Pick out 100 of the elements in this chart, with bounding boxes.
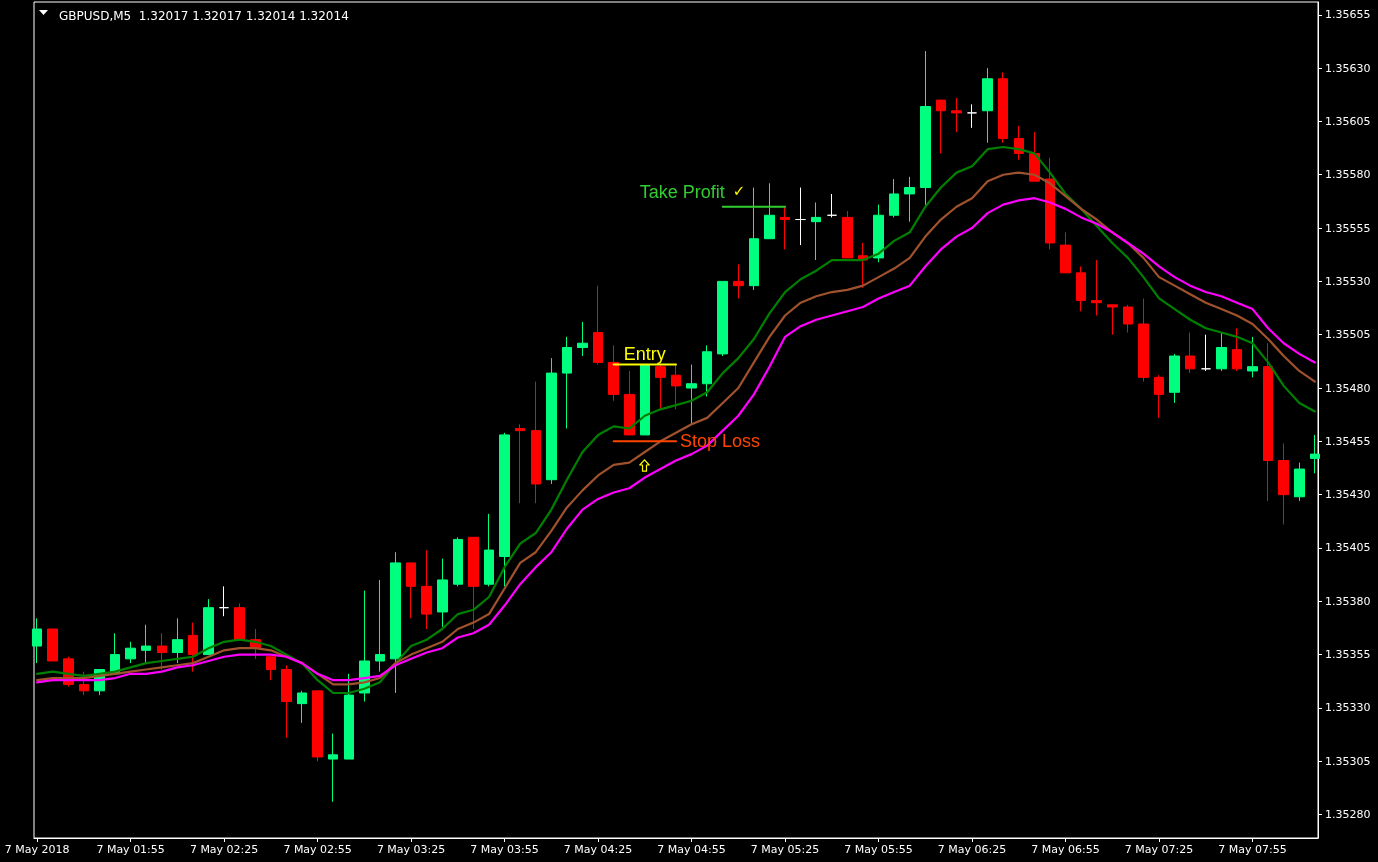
candlestick	[951, 97, 962, 133]
candlestick	[1216, 332, 1227, 372]
candlestick	[811, 201, 821, 261]
y-tick-label: 1.35530	[1325, 274, 1371, 288]
candlestick	[1138, 297, 1149, 383]
candlestick	[468, 536, 479, 630]
candlestick	[203, 598, 214, 656]
y-tick-label: 1.35305	[1325, 754, 1371, 768]
candlestick	[717, 280, 728, 357]
candlestick	[655, 364, 666, 410]
x-tick-label: 7 May 01:55	[96, 843, 165, 856]
candlestick	[608, 344, 619, 402]
candlestick	[827, 193, 837, 218]
candlestick	[593, 285, 603, 366]
candlestick	[390, 551, 401, 694]
y-tick-label: 1.35405	[1325, 541, 1371, 555]
candlestick	[686, 364, 697, 425]
candlestick	[546, 357, 557, 485]
candlestick	[266, 654, 276, 681]
candlestick	[328, 733, 338, 803]
x-tick-label: 7 May 03:25	[376, 843, 446, 856]
candlestick	[920, 50, 931, 208]
candlestick	[297, 690, 307, 724]
candlestick	[453, 536, 463, 587]
y-tick-label: 1.35480	[1325, 381, 1371, 395]
text: GBPUSD,M5 1.32017 1.32017 1.32014 1.32014	[59, 9, 349, 23]
candlestick	[406, 562, 416, 619]
candlestick	[702, 344, 712, 398]
series-label: Entry	[623, 343, 666, 364]
annotation: ✓	[732, 182, 746, 201]
candlestick	[531, 381, 541, 504]
y-tick-label: 1.35605	[1325, 114, 1371, 128]
candlestick	[1154, 374, 1164, 419]
candlestick	[967, 103, 977, 129]
candlestick	[936, 99, 946, 154]
candlestick	[437, 558, 448, 628]
candlestick	[375, 579, 385, 673]
candlestick	[764, 182, 775, 240]
candlestick	[1169, 353, 1180, 404]
candlestick	[577, 321, 588, 357]
y-tick-label: 1.35455	[1325, 434, 1371, 448]
candlestick	[1278, 442, 1289, 525]
candlestick	[421, 549, 432, 630]
y-tick-label: 1.35355	[1325, 648, 1371, 662]
y-tick-label: 1.35430	[1325, 488, 1371, 502]
y-tick-label: 1.35330	[1325, 701, 1371, 715]
y-tick-label: 1.35555	[1325, 221, 1371, 235]
x-tick-label: 7 May 05:25	[750, 843, 820, 856]
y-tick-label: 1.35630	[1325, 61, 1371, 75]
candlestick	[889, 178, 899, 218]
candlestick	[484, 513, 494, 587]
candlestick	[47, 628, 58, 662]
candlestick	[32, 617, 42, 664]
candlestick	[188, 622, 198, 673]
candlestick	[1060, 231, 1071, 274]
candlestick	[172, 617, 183, 664]
x-tick-label: 7 May 2018	[4, 843, 70, 856]
candlestick	[998, 71, 1008, 144]
x-tick-label: 7 May 04:55	[657, 843, 726, 856]
candlestick	[842, 210, 853, 259]
candlestick	[795, 187, 806, 246]
candlestick	[312, 690, 323, 762]
candlestick	[1123, 304, 1133, 334]
x-tick-label: 7 May 02:25	[189, 843, 259, 856]
candlestick	[1045, 157, 1055, 250]
candlestick	[219, 585, 229, 617]
candlestick	[1294, 462, 1305, 502]
candlestick	[141, 624, 151, 664]
y-tick-label: 1.35505	[1325, 328, 1371, 342]
series-label: Take Profit	[639, 181, 725, 202]
candlestick	[562, 336, 572, 430]
candlestick	[904, 176, 915, 223]
candlestick	[1091, 259, 1102, 316]
candlestick	[1107, 304, 1118, 336]
candlestick	[125, 641, 136, 664]
y-tick-label: 1.35580	[1325, 168, 1371, 182]
candlestick	[640, 364, 650, 436]
candlestick	[1232, 327, 1242, 372]
y-tick-label: 1.35655	[1325, 8, 1371, 22]
candlestick	[1201, 334, 1211, 372]
candlestick	[749, 187, 759, 291]
candlestick	[499, 432, 510, 587]
x-tick-label: 7 May 07:25	[1124, 843, 1194, 856]
x-tick-label: 7 May 07:55	[1218, 843, 1287, 856]
candlestick	[873, 204, 884, 263]
x-tick-label: 7 May 04:25	[563, 843, 633, 856]
candlestick	[281, 664, 292, 739]
candlestick	[780, 206, 790, 250]
candlestick	[1076, 265, 1086, 312]
candlestick	[79, 671, 89, 696]
candlestick	[344, 673, 354, 760]
candlestick	[1263, 342, 1273, 502]
y-tick-label: 1.35380	[1325, 594, 1371, 608]
candlestick	[157, 632, 167, 671]
candlestick	[982, 67, 993, 144]
x-tick-label: 7 May 06:25	[937, 843, 1007, 856]
candlestick	[1185, 332, 1195, 374]
x-tick-label: 7 May 02:55	[283, 843, 352, 856]
candlestick	[624, 370, 635, 436]
candlestick	[1247, 336, 1258, 378]
